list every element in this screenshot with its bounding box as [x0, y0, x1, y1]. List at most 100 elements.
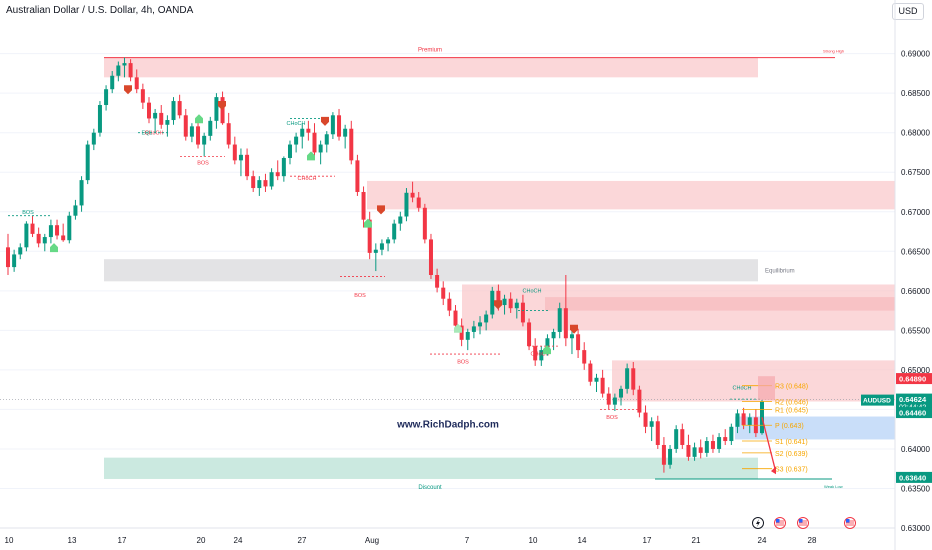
candle-body	[251, 176, 256, 189]
price-label-box	[896, 373, 932, 385]
pivot-label: P (0.643)	[775, 423, 804, 430]
x-tick-label: 14	[578, 536, 587, 545]
candle-body	[343, 128, 348, 137]
y-tick-label: 0.63500	[901, 484, 930, 493]
x-tick-label: 17	[643, 536, 652, 545]
symbol-tag-text: AUDUSD	[863, 398, 891, 405]
candle-body	[386, 239, 391, 244]
candle-body	[379, 243, 384, 250]
candle-body	[557, 308, 562, 332]
candle-body	[606, 393, 611, 405]
y-tick-label: 0.63000	[901, 524, 930, 533]
candle-body	[355, 160, 360, 192]
price-label-text: 0.63640	[899, 473, 926, 482]
bearish-marker-icon	[321, 116, 329, 126]
y-tick-label: 0.69000	[901, 50, 930, 59]
candle-body	[680, 429, 685, 445]
candle-body	[569, 334, 574, 339]
candle-body	[177, 101, 182, 116]
candle-body	[649, 421, 654, 427]
candle-body	[91, 132, 96, 145]
pivot-label: R1 (0.645)	[775, 407, 808, 414]
currency-button[interactable]: USD	[892, 3, 924, 20]
x-tick-label: 24	[234, 536, 243, 545]
candle-body	[312, 132, 317, 153]
candle-body	[232, 144, 237, 161]
structure-label: CHoCH	[733, 386, 752, 392]
structure-label: EQL	[141, 130, 152, 136]
candle-body	[171, 101, 176, 121]
candle-body	[226, 123, 231, 145]
flag-canton	[799, 519, 803, 523]
projection-arrow	[761, 417, 776, 469]
structure-label: BOS	[22, 210, 34, 216]
zones-layer: Premium Equilibrium Discount Strong High Wea…	[0, 48, 895, 529]
bearish-marker-icon	[124, 85, 132, 95]
candle-body	[238, 154, 243, 161]
structure-label: CHoCH	[298, 176, 317, 182]
candle-body	[490, 290, 495, 315]
candle-body	[153, 112, 158, 119]
price-label-text: 0.64890	[899, 375, 926, 384]
pivot-label: S1 (0.641)	[775, 439, 808, 446]
discount-label: Discount	[418, 485, 442, 491]
candle-body	[67, 215, 72, 241]
bullish-marker-icon	[50, 243, 58, 253]
pivot-label: S3 (0.637)	[775, 467, 808, 474]
pivot-label: S2 (0.639)	[775, 451, 808, 458]
zone-overlap	[545, 297, 895, 311]
candle-body	[30, 223, 35, 234]
candle-body	[588, 363, 593, 382]
candle-body	[625, 368, 630, 389]
y-tick-label: 0.66000	[901, 287, 930, 296]
candle-body	[275, 172, 280, 177]
bearish-marker-icon	[218, 101, 226, 111]
candle-body	[202, 135, 207, 145]
y-tick-label: 0.67000	[901, 208, 930, 217]
x-tick-label: 24	[758, 536, 767, 545]
weak-low-label: Weak Low	[824, 484, 843, 489]
price-label-box	[896, 407, 932, 419]
candle-body	[563, 308, 568, 339]
zone-discount	[104, 457, 758, 479]
bullish-marker-icon	[364, 218, 372, 228]
candle-body	[600, 377, 605, 394]
candle-body	[496, 290, 501, 306]
y-tick-label: 0.66500	[901, 247, 930, 256]
x-tick-label: 20	[197, 536, 206, 545]
candle-body	[128, 63, 133, 78]
structure-label: BOS	[197, 160, 209, 166]
candle-body	[324, 134, 329, 145]
x-tick-label: 13	[68, 536, 77, 545]
symbol-tag	[861, 394, 894, 406]
flag-canton	[776, 519, 780, 523]
candle-body	[18, 247, 23, 255]
candle-body	[453, 310, 458, 326]
bearish-marker-icon	[570, 324, 578, 334]
flag-canton	[846, 519, 850, 523]
x-tick-label: Aug	[365, 536, 379, 545]
candle-body	[692, 447, 697, 457]
candle-body	[717, 437, 722, 449]
candle-body	[337, 115, 342, 137]
candle-body	[349, 128, 354, 161]
candle-body	[723, 437, 728, 442]
candle-body	[643, 412, 648, 427]
candle-body	[398, 216, 403, 224]
candle-body	[140, 89, 145, 103]
candle-body	[12, 254, 17, 268]
candle-body	[416, 197, 421, 208]
candle-body	[257, 180, 262, 189]
candle-body	[367, 219, 372, 253]
candle-body	[594, 377, 599, 382]
x-tick-label: 21	[692, 536, 701, 545]
candle-body	[42, 237, 47, 244]
candle-body	[410, 192, 415, 198]
y-tick-label: 0.67500	[901, 168, 930, 177]
zone-supply-3	[612, 360, 895, 402]
candle-body	[165, 120, 170, 125]
premium-label: Premium	[418, 48, 442, 54]
zone-supply-2	[462, 284, 895, 331]
candle-body	[612, 397, 617, 405]
